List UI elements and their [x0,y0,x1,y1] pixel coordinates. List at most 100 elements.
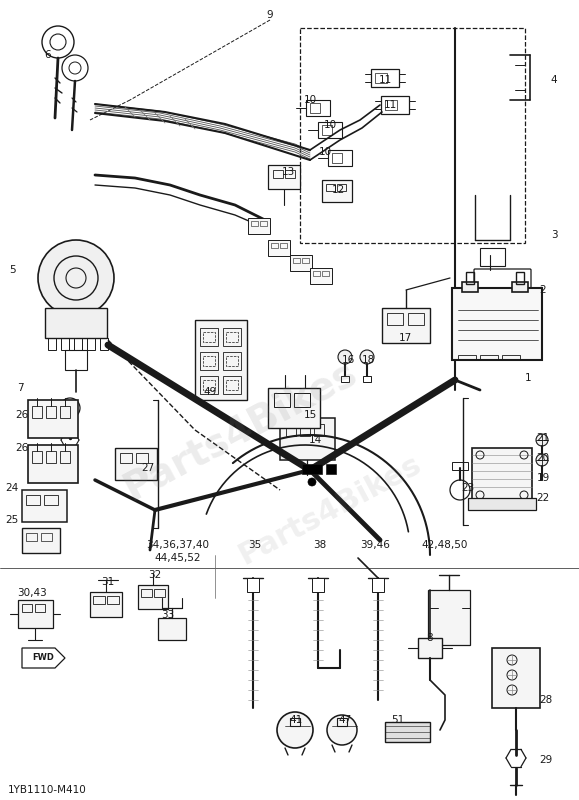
Circle shape [360,350,374,364]
Bar [512,282,528,292]
Bar [452,462,468,470]
Bar [306,100,330,116]
Text: 1YB1110-M410: 1YB1110-M410 [8,785,87,795]
Text: 49: 49 [203,387,217,397]
Text: 8: 8 [427,633,433,643]
Text: 9: 9 [267,10,273,20]
Bar [268,165,300,189]
Bar [61,338,69,350]
Bar [371,69,399,87]
Text: 51: 51 [391,715,405,725]
Bar [313,271,320,276]
Bar [300,28,525,243]
Text: 10: 10 [324,120,336,130]
Bar [251,221,258,226]
Text: 24: 24 [5,483,19,493]
Bar [322,271,329,276]
Bar [382,308,430,343]
Bar [44,495,58,505]
Bar [337,184,346,191]
Text: 16: 16 [342,355,354,365]
Bar [100,338,108,350]
Bar [472,448,532,503]
Circle shape [308,478,316,486]
Bar [26,495,40,505]
Circle shape [536,434,548,446]
Text: 10: 10 [303,95,317,105]
Bar [458,355,476,360]
Bar [46,406,56,418]
Bar [516,272,524,284]
Text: 35: 35 [248,540,262,550]
Bar [65,350,87,370]
Text: 32: 32 [148,570,162,580]
Bar [22,604,32,612]
Bar [385,722,430,742]
Bar [326,464,336,474]
Bar [300,424,310,436]
Bar [93,596,105,604]
Text: 2: 2 [540,285,547,295]
Bar [87,338,95,350]
Bar [248,218,270,234]
Bar [138,585,168,609]
Text: 30,43: 30,43 [17,588,47,598]
Bar [158,618,186,640]
Bar [22,528,60,553]
Bar [120,453,132,463]
Bar [466,272,474,284]
Bar [293,258,300,263]
Bar [271,243,278,248]
Bar [468,498,536,510]
Bar [226,332,238,342]
Bar [154,589,165,597]
Bar [312,578,324,592]
Bar [107,596,119,604]
Text: 11: 11 [378,75,391,85]
Bar [318,122,342,138]
Text: 26: 26 [16,443,28,453]
Text: 34,36,37,40: 34,36,37,40 [146,540,210,550]
Text: 12: 12 [331,185,345,195]
Text: 18: 18 [361,355,375,365]
Bar [280,418,335,460]
Bar [223,376,241,394]
Circle shape [536,454,548,466]
Bar [74,338,82,350]
Bar [32,406,42,418]
Bar [372,578,384,592]
Text: 44,45,52: 44,45,52 [155,553,201,563]
Bar [203,332,215,342]
Bar [428,590,470,645]
Bar [418,638,442,658]
Bar [462,282,478,292]
Bar [452,288,542,360]
Text: 25: 25 [5,515,19,525]
Text: 27: 27 [141,463,155,473]
Text: 33: 33 [162,610,175,620]
Text: 26: 26 [16,410,28,420]
Text: 17: 17 [398,333,412,343]
Text: 42,48,50: 42,48,50 [422,540,468,550]
Bar [337,718,347,726]
Text: 6: 6 [45,50,52,60]
Text: 20: 20 [536,453,549,463]
Bar [286,424,296,436]
Bar [35,604,45,612]
Bar [381,96,409,114]
Bar [195,320,247,400]
Bar [332,153,342,163]
Text: 21: 21 [536,433,549,443]
Bar [290,255,312,271]
Bar [200,328,218,346]
Bar [268,388,320,428]
Bar [32,451,42,463]
Bar [285,170,295,178]
Text: 19: 19 [536,473,549,483]
Bar [294,393,310,407]
Bar [46,451,56,463]
Bar [247,578,259,592]
Circle shape [38,240,114,316]
Text: Parts4Bikes: Parts4Bikes [234,450,426,570]
Bar [115,448,157,480]
